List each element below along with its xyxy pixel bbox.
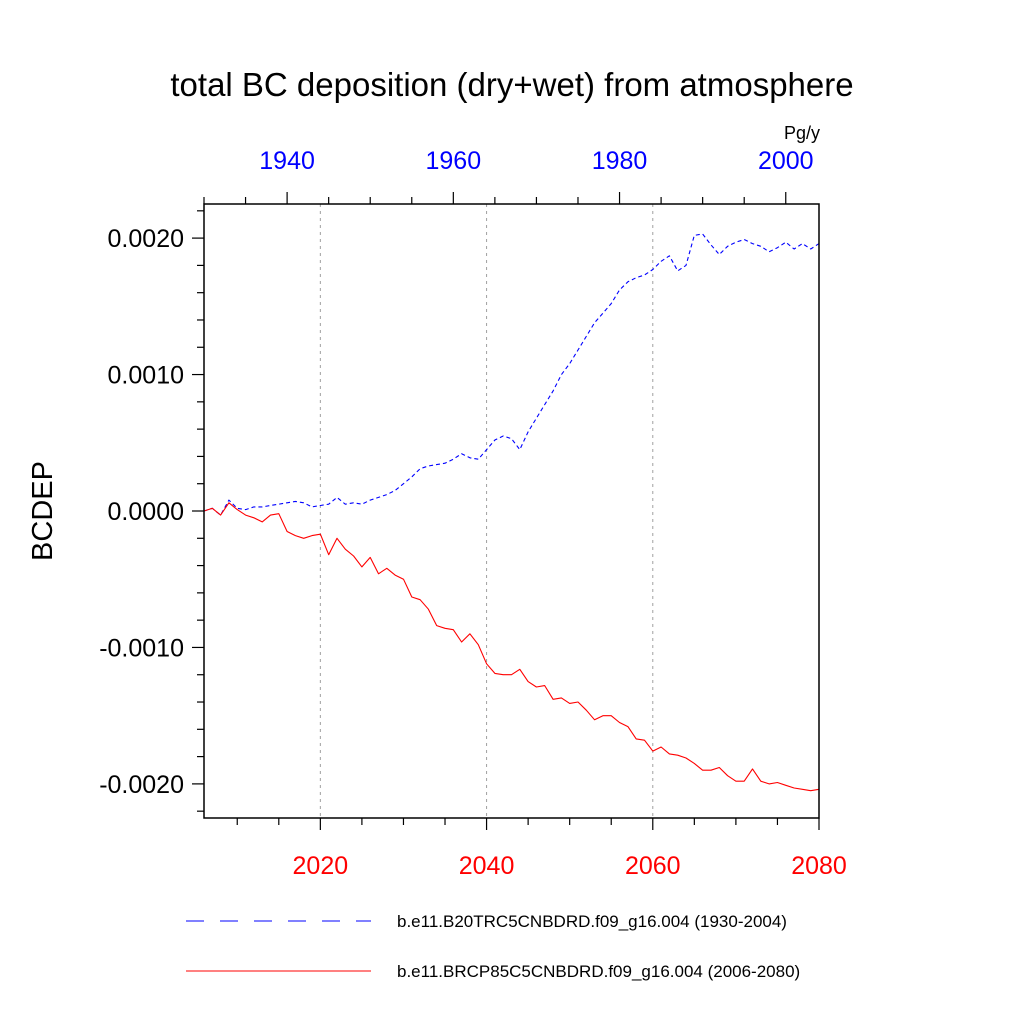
bottom-tick-label: 2040 — [459, 852, 515, 880]
grid-lines — [319, 204, 654, 818]
y-tick-label: 0.0000 — [108, 498, 184, 526]
bottom-tick-label: 2060 — [625, 852, 681, 880]
y-tick-label: 0.0020 — [108, 225, 184, 253]
legend-label-1: b.e11.BRCP85C5CNBDRD.f09_g16.004 (2006-2… — [397, 962, 800, 981]
y-tick-label: -0.0020 — [99, 771, 184, 799]
top-tick-label: 1980 — [592, 147, 648, 175]
y-tick-label: 0.0010 — [108, 362, 184, 390]
bottom-tick-label: 2080 — [791, 852, 847, 880]
legend-label-0: b.e11.B20TRC5CNBDRD.f09_g16.004 (1930-20… — [397, 912, 787, 931]
top-tick-label: 2000 — [758, 147, 814, 175]
axes: -0.0020 -0.0010 0.0000 0.0010 0.0020 1940 1960… — [99, 147, 847, 880]
chart-title: total BC deposition (dry+wet) from atmos… — [170, 66, 853, 103]
series-layer — [203, 233, 820, 792]
series-line-1 — [203, 502, 820, 792]
series-line-0 — [203, 233, 820, 516]
y-axis-label: BCDEP — [27, 461, 59, 561]
y-tick-label: -0.0010 — [99, 634, 184, 662]
plot-frame — [203, 203, 820, 819]
top-tick-label: 1940 — [259, 147, 315, 175]
legend: b.e11.B20TRC5CNBDRD.f09_g16.004 (1930-20… — [186, 912, 800, 981]
units-label: Pg/y — [784, 123, 820, 143]
top-tick-label: 1960 — [426, 147, 482, 175]
bottom-tick-label: 2020 — [293, 852, 349, 880]
